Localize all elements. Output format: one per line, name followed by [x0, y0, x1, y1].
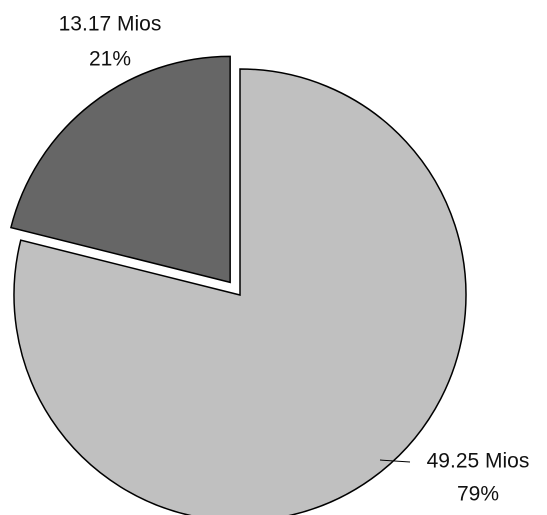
leader-line	[379, 459, 411, 463]
value-label: 13.17 Mios	[59, 13, 162, 36]
percent-label: 79%	[457, 483, 499, 506]
percent-label: 21%	[89, 48, 131, 71]
pie-slice	[9, 55, 231, 284]
pie-slice	[13, 68, 467, 515]
value-label: 49.25 Mios	[427, 450, 530, 473]
